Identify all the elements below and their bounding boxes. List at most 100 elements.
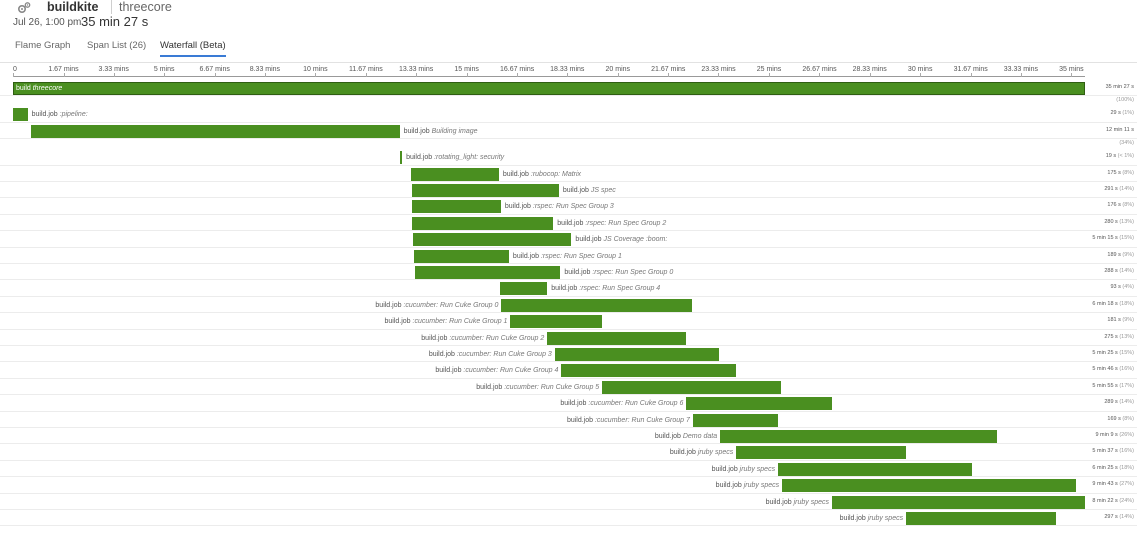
span-duration-value: 12 min 11 s — [1105, 126, 1134, 133]
span-bar[interactable] — [510, 315, 602, 329]
tab-label: Flame Graph — [15, 40, 71, 51]
span-bar[interactable] — [412, 233, 572, 247]
span-label: build.job JS Coverage :boom: — [575, 234, 667, 245]
span-description: :pipeline: — [59, 111, 88, 119]
span-label: build.job Building image — [404, 126, 478, 137]
span-bar[interactable] — [831, 495, 1085, 509]
span-percent: (8%) — [1120, 202, 1134, 209]
span-bar[interactable] — [782, 479, 1076, 493]
span-description: jruby specs — [697, 449, 734, 457]
span-bar[interactable] — [778, 462, 973, 476]
axis-tick-mark — [1071, 73, 1073, 77]
span-duration: 169 s (8%) — [1107, 416, 1134, 422]
span-bar[interactable] — [602, 380, 782, 394]
span-percent: (15%) — [1117, 350, 1134, 356]
span-bar[interactable] — [415, 266, 561, 279]
span-bar[interactable] — [410, 167, 499, 181]
pipeline-name[interactable]: threecore — [119, 0, 172, 14]
span-duration: 288 s (14%) — [1104, 268, 1134, 274]
span-row: build.job :rubocop: Matrix 175 s (8%) — [0, 166, 1137, 182]
span-row: build.job :cucumber: Run Cuke Group 4 5 m… — [0, 362, 1137, 379]
span-label: build.job :rspec: Run Spec Group 2 — [557, 218, 666, 229]
span-description: :cucumber: Run Cuke Group 3 — [456, 351, 552, 358]
span-duration-value: 176 s — [1107, 202, 1121, 209]
span-percent: (18%) — [1117, 464, 1134, 471]
span-duration: 5 min 15 s (15%) — [1092, 235, 1134, 241]
span-bar[interactable] — [501, 298, 692, 312]
span-label: build.job :cucumber: Run Cuke Group 1 — [384, 316, 507, 327]
waterfall-chart: 0 1.67 mins 3.33 mins 5 mins 6.67 mins 8.33 m… — [0, 63, 1137, 553]
span-bar[interactable] — [31, 124, 400, 138]
axis-tick-label: 33.33 mins — [1003, 66, 1039, 73]
span-bar[interactable] — [561, 364, 736, 378]
span-label: build.job :rotating_light: security — [406, 152, 504, 163]
axis-tick-label: 30 mins — [907, 66, 933, 73]
span-row: build.job :rspec: Run Spec Group 1 189 s … — [0, 248, 1137, 264]
span-percent: (26%) — [1117, 432, 1134, 438]
tab-span-list[interactable]: Span List (26) — [87, 40, 146, 51]
axis-tick-mark — [869, 73, 871, 77]
span-percent: (100%) — [1116, 97, 1134, 104]
org-name[interactable]: buildkite — [47, 0, 99, 14]
span-duration: 35 min 27 s — [1106, 84, 1134, 90]
page-header: buildkite threecore Jul 26, 1:00 pm 35 m… — [13, 0, 613, 58]
tab-waterfall[interactable]: Waterfall (Beta) — [160, 40, 226, 57]
span-duration-value: 5 min 37 s — [1092, 448, 1118, 455]
tab-label: Span List (26) — [87, 40, 147, 51]
span-row: build.job jruby specs 5 min 37 s (16%) — [0, 444, 1137, 461]
axis-tick-mark — [416, 73, 418, 77]
span-bar[interactable] — [399, 151, 403, 165]
span-bar[interactable] — [13, 82, 1085, 95]
span-bar[interactable] — [692, 413, 779, 427]
span-row: build.job :cucumber: Run Cuke Group 6 289… — [0, 395, 1137, 412]
span-name: build.job — [504, 203, 533, 211]
span-duration: 5 min 46 s (16%) — [1092, 366, 1134, 372]
axis-tick-mark — [164, 73, 166, 77]
span-label: build.job :cucumber: Run Cuke Group 0 — [375, 300, 498, 311]
build-date: Jul 26, 1:00 pm — [13, 17, 82, 28]
span-label: build.job JS spec — [563, 185, 616, 196]
span-duration: 297 s (14%) — [1104, 514, 1134, 520]
span-duration: 8 min 22 s (24%) — [1092, 498, 1134, 504]
span-percent: (14%) — [1117, 268, 1134, 274]
span-bar[interactable] — [547, 331, 686, 345]
span-row: build.job :rspec: Run Spec Group 2 280 s … — [0, 215, 1137, 232]
span-row: build.job jruby specs 8 min 22 s (24%) — [0, 494, 1137, 510]
span-duration: 9 min 9 s (26%) — [1095, 432, 1134, 438]
span-row: build threecore 35 min 27 s — [0, 80, 1137, 97]
span-duration-value: 19 s — [1105, 153, 1117, 160]
span-label: build.job :pipeline: — [32, 109, 88, 120]
span-duration-value: 189 s — [1107, 251, 1121, 258]
axis-tick-label: 16.67 mins — [499, 66, 535, 73]
tab-flame-graph[interactable]: Flame Graph — [15, 40, 70, 51]
span-bar[interactable] — [412, 184, 559, 197]
span-bar[interactable] — [906, 512, 1056, 525]
span-bar[interactable] — [720, 430, 997, 443]
span-bar[interactable] — [736, 446, 907, 460]
span-label: build.job :rubocop: Matrix — [503, 169, 581, 180]
span-bar[interactable] — [500, 282, 548, 296]
span-duration: 5 min 25 s (15%) — [1092, 350, 1134, 356]
span-name: build.job — [403, 127, 432, 135]
span-row: build.job :cucumber: Run Cuke Group 7 169… — [0, 412, 1137, 428]
axis-tick-label: 21.67 mins — [651, 66, 686, 73]
span-bar[interactable] — [686, 397, 832, 411]
time-axis: 0 1.67 mins 3.33 mins 5 mins 6.67 mins 8.33 m… — [0, 63, 1137, 77]
span-bar[interactable] — [412, 200, 501, 214]
axis-tick-label: 20 mins — [605, 66, 631, 73]
span-bar[interactable] — [412, 216, 554, 230]
span-label: build.job :cucumber: Run Cuke Group 6 — [560, 398, 683, 409]
span-row: build.job Demo data 9 min 9 s (26%) — [0, 428, 1137, 445]
span-percent: (14%) — [1117, 514, 1134, 520]
span-description: JS spec — [590, 187, 616, 194]
span-description: JS Coverage :boom: — [603, 236, 668, 244]
span-bar[interactable] — [554, 348, 719, 361]
span-percent: (18%) — [1117, 300, 1134, 307]
header-separator — [111, 0, 112, 14]
span-description: :cucumber: Run Cuke Group 6 — [588, 400, 684, 408]
span-name: build.job — [428, 351, 457, 358]
span-bar[interactable] — [13, 108, 28, 122]
span-bar[interactable] — [413, 249, 509, 263]
axis-tick-label: 23.33 mins — [701, 66, 736, 73]
span-duration-value: 5 min 55 s — [1092, 382, 1118, 389]
